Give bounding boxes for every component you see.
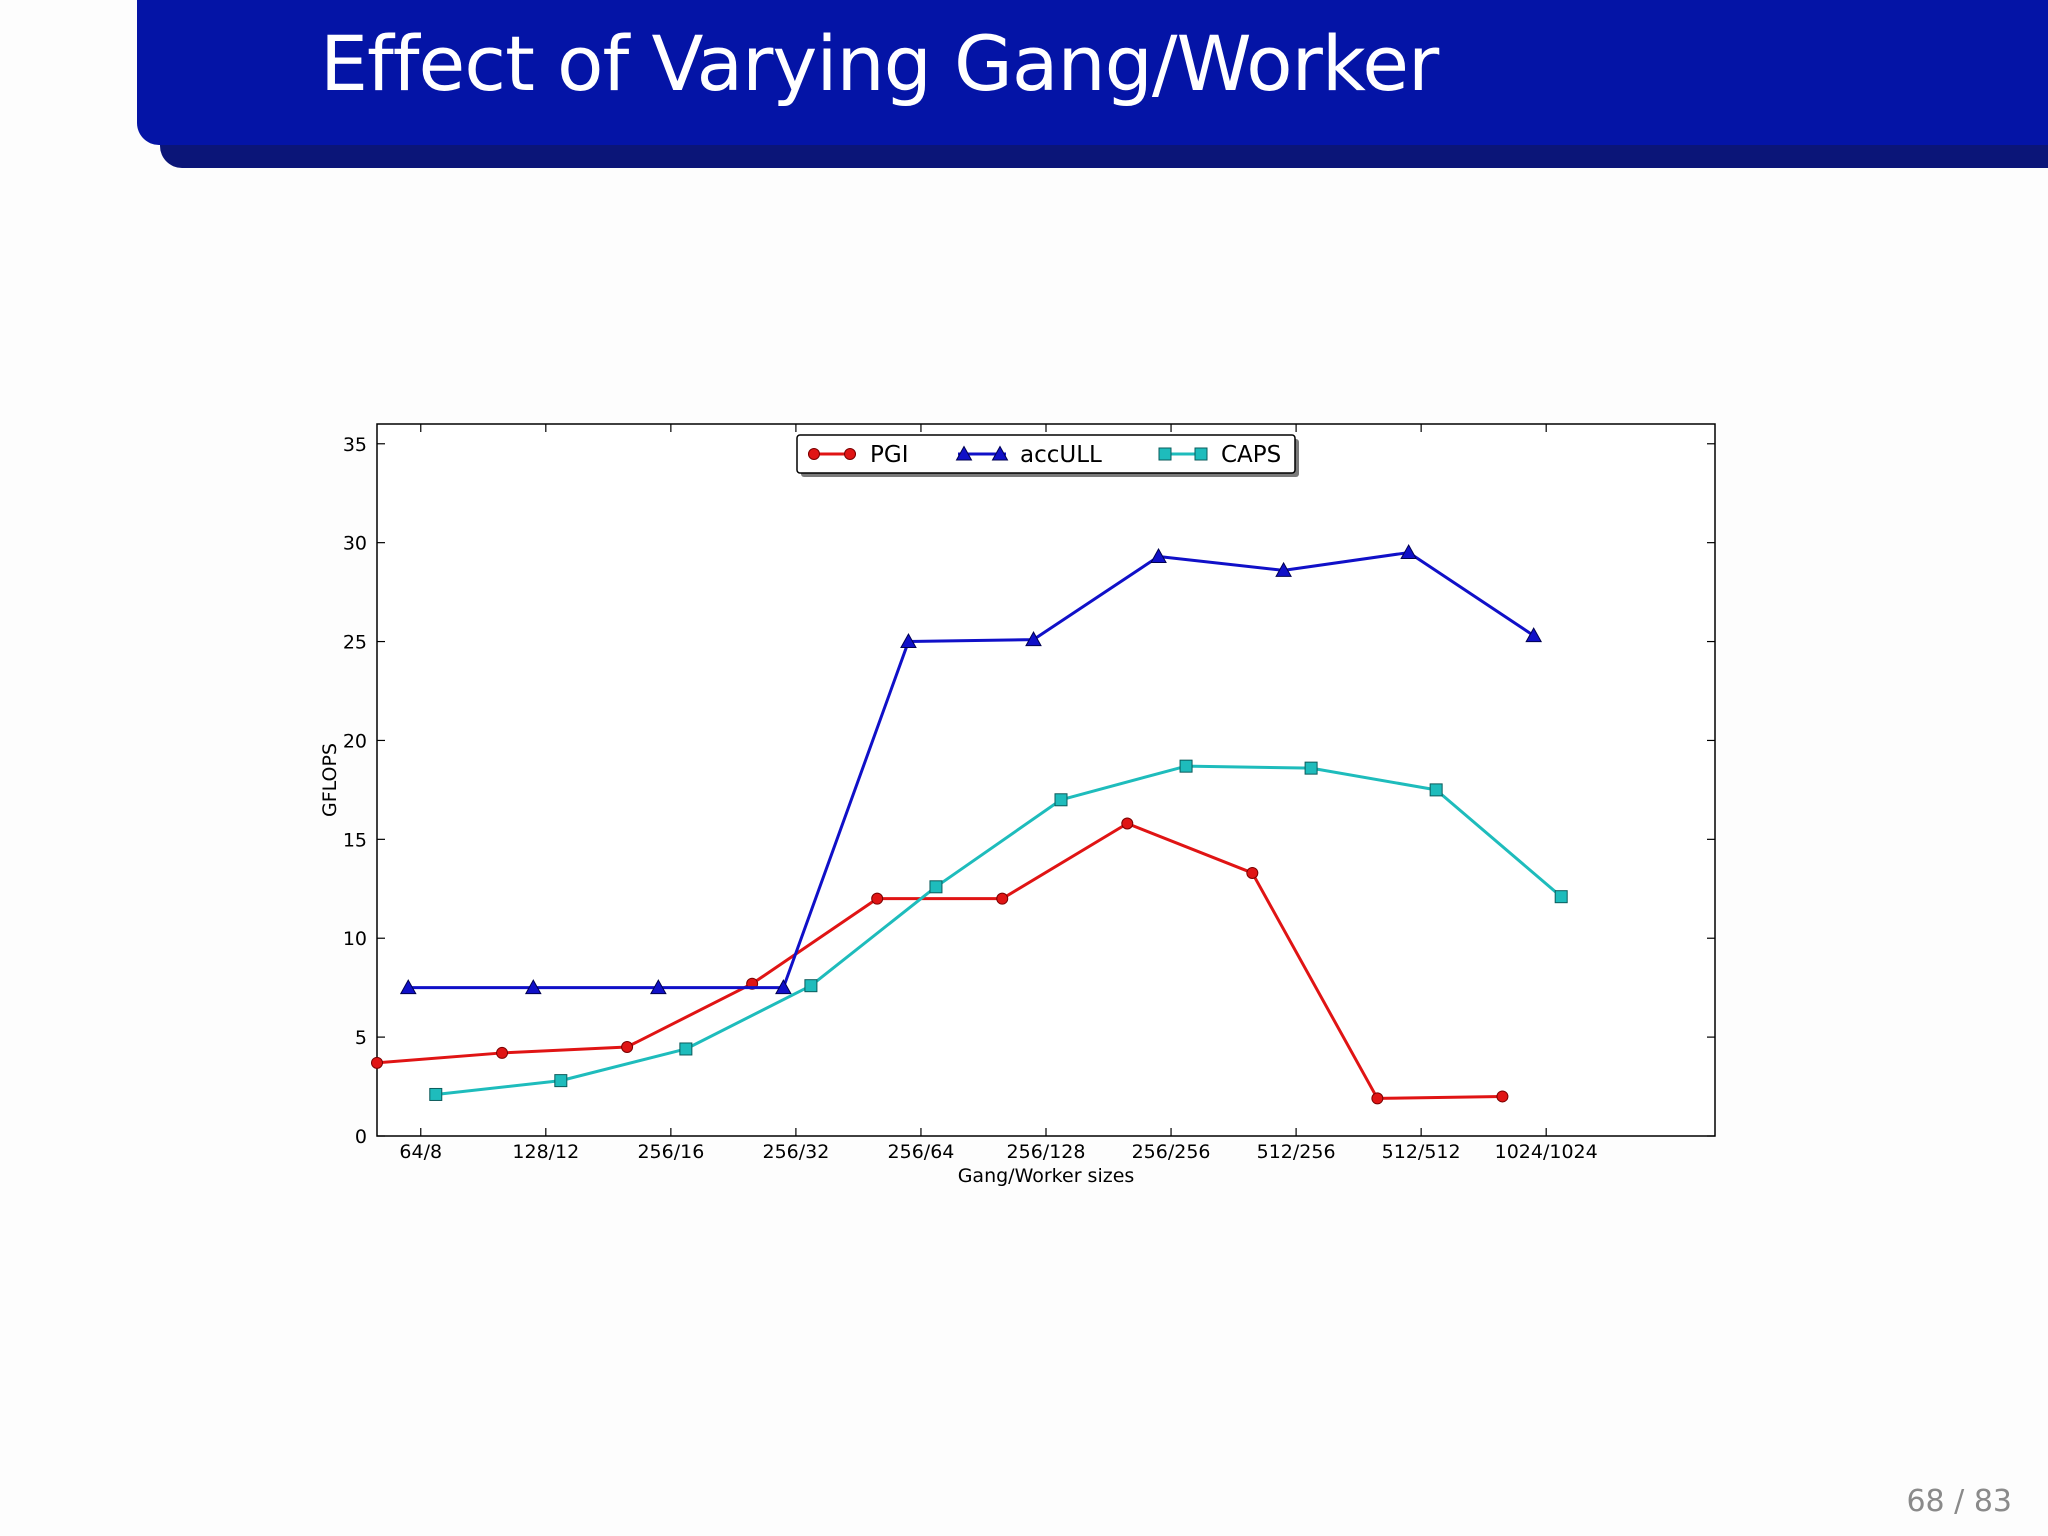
data-point-pgi (871, 892, 884, 905)
data-point-accull (900, 633, 917, 649)
series-layer (371, 544, 1568, 1105)
y-tick-label: 20 (343, 730, 367, 752)
y-tick-label: 35 (343, 434, 367, 456)
legend-marker-caps (1158, 447, 1172, 461)
x-tick-label: 256/64 (888, 1141, 955, 1163)
data-point-caps (1304, 761, 1318, 775)
data-point-caps (804, 979, 818, 993)
y-axis-title: GFLOPS (319, 743, 341, 817)
series-line-pgi (376, 822, 1503, 1100)
series-line-caps (435, 764, 1563, 1096)
data-point-accull (1025, 631, 1042, 647)
y-axis: 0 5 10 15 20 25 30 35 (343, 434, 1715, 1148)
legend-marker-accull (991, 445, 1009, 461)
y-tick-label: 0 (355, 1126, 367, 1148)
data-point-accull (775, 979, 792, 995)
x-tick-label: 64/8 (399, 1141, 442, 1163)
data-point-accull (1400, 544, 1417, 560)
y-tick-label: 10 (343, 928, 367, 950)
data-point-caps (1054, 793, 1068, 807)
data-point-caps (679, 1042, 693, 1056)
data-point-caps (1179, 759, 1193, 773)
x-tick-label: 1024/1024 (1495, 1141, 1598, 1163)
x-tick-label: 256/256 (1132, 1141, 1211, 1163)
data-point-accull (1275, 561, 1292, 577)
data-point-accull (1525, 627, 1543, 643)
data-point-caps (554, 1074, 568, 1088)
legend: PGI accULL CAPS (796, 434, 1299, 477)
data-point-pgi (1371, 1092, 1384, 1105)
x-tick-label: 256/128 (1007, 1141, 1086, 1163)
x-tick-label: 512/512 (1382, 1141, 1461, 1163)
slide-title: Effect of Varying Gang/Worker (320, 19, 1439, 108)
data-point-caps (929, 880, 943, 894)
legend-label-caps: CAPS (1221, 442, 1281, 468)
x-tick-label: 512/256 (1257, 1141, 1336, 1163)
x-axis: 64/8 128/12 256/16 256/32 256/64 256/128 256/2… (399, 424, 1598, 1163)
y-tick-label: 5 (355, 1027, 367, 1049)
data-point-accull (399, 979, 417, 995)
y-tick-label: 15 (343, 829, 367, 851)
legend-box (796, 434, 1296, 474)
data-point-accull (650, 979, 667, 995)
legend-marker-caps (1194, 447, 1208, 461)
series-line-accull (408, 551, 1535, 990)
legend-marker-accull (955, 445, 973, 461)
data-point-pgi (371, 1056, 383, 1069)
legend-marker-pgi (844, 448, 856, 460)
data-point-pgi (996, 892, 1009, 905)
x-axis-title: Gang/Worker sizes (958, 1165, 1135, 1187)
data-point-caps (1554, 890, 1568, 904)
data-point-pgi (1121, 817, 1134, 830)
data-point-accull (524, 979, 542, 995)
y-tick-label: 25 (343, 632, 367, 654)
x-tick-label: 256/32 (762, 1141, 829, 1163)
data-point-caps (1429, 783, 1443, 797)
plot-background (376, 423, 1716, 1137)
data-point-pgi (1496, 1090, 1509, 1103)
header-bar (137, 0, 2048, 145)
x-tick-label: 256/16 (637, 1141, 704, 1163)
legend-label-accull: accULL (1020, 442, 1102, 468)
data-point-pgi (496, 1046, 509, 1059)
data-point-caps (429, 1087, 443, 1101)
page-number: 68 / 83 (1906, 1484, 2012, 1519)
legend-label-pgi: PGI (870, 442, 908, 468)
data-point-pgi (621, 1041, 634, 1053)
x-tick-label: 128/12 (512, 1141, 579, 1163)
y-tick-label: 30 (343, 533, 367, 555)
legend-marker-pgi (808, 448, 820, 460)
data-point-accull (1150, 547, 1167, 564)
data-point-pgi (1246, 866, 1259, 879)
